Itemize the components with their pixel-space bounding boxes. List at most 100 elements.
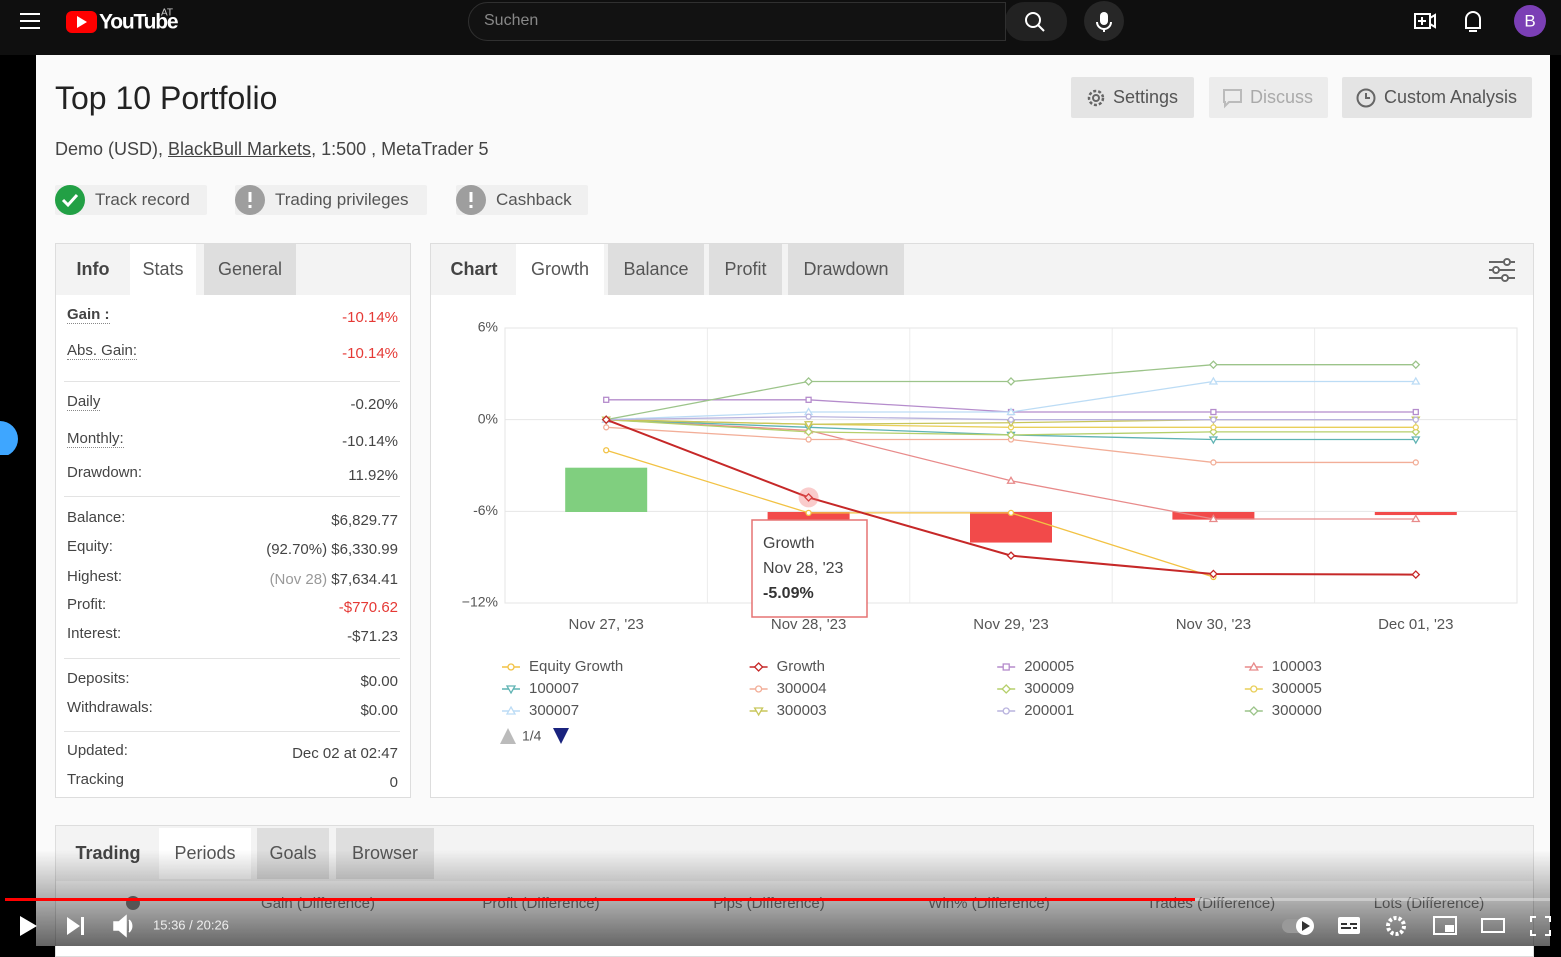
point <box>1006 377 1016 386</box>
legend-marker <box>1002 663 1010 671</box>
tab[interactable]: General <box>204 244 296 295</box>
x-tick-label: Nov 27, '23 <box>568 616 643 633</box>
legend-label: Growth <box>777 658 825 675</box>
hover-highlight <box>798 487 819 508</box>
tab[interactable]: Drawdown <box>788 244 904 295</box>
custom-analysis-button[interactable]: Custom Analysis <box>1342 77 1532 118</box>
player-controls: 15:36 / 20:26 <box>5 896 1551 938</box>
separator <box>64 731 400 732</box>
stats-panel: Info Stats General Gain : -10.14% Abs. Gai… <box>55 243 411 798</box>
legend-marker <box>1248 706 1259 716</box>
stat-label: Profit: <box>67 596 107 613</box>
play-button[interactable] <box>20 916 37 936</box>
button-label: Custom Analysis <box>1384 87 1518 107</box>
legend-label: 300005 <box>1272 680 1322 697</box>
legend-marker <box>1001 684 1012 694</box>
legend-marker <box>505 685 517 695</box>
theater-button[interactable] <box>1481 918 1505 933</box>
legend-next[interactable] <box>553 728 569 744</box>
badge-label: Cashback <box>496 190 572 209</box>
point <box>1210 416 1217 423</box>
filter-icon[interactable] <box>1487 256 1517 286</box>
point <box>804 377 814 386</box>
badge: Trading privileges <box>235 185 427 215</box>
legend-label: 100007 <box>529 680 579 697</box>
point <box>1412 416 1419 423</box>
settings-gear[interactable] <box>1386 916 1406 936</box>
settings-button[interactable]: Settings <box>1071 77 1194 118</box>
legend-marker <box>753 662 764 672</box>
legend-marker <box>1248 661 1259 671</box>
stat-value: -0.20% <box>350 396 398 413</box>
broker-link[interactable]: BlackBull Markets <box>168 139 312 159</box>
stat-note: (Nov 28) <box>269 571 328 588</box>
point <box>1007 509 1015 517</box>
stat-value-text: $7,634.41 <box>331 571 398 588</box>
point <box>1411 376 1421 385</box>
stat-label: Drawdown: <box>67 464 143 481</box>
legend-marker <box>754 685 763 693</box>
tooltip-box <box>751 519 868 618</box>
account-prefix: Demo (USD), <box>55 139 169 159</box>
discuss-button[interactable]: Discuss <box>1209 77 1328 118</box>
stat-label: Updated: <box>67 742 128 759</box>
tab[interactable]: Balance <box>608 244 704 295</box>
legend-label: 300007 <box>529 702 579 719</box>
stat-label: Deposits: <box>67 670 130 687</box>
tab[interactable]: Info <box>76 259 110 279</box>
button-label: Discuss <box>1250 87 1314 107</box>
point <box>1412 459 1419 466</box>
menu-icon[interactable] <box>20 13 40 29</box>
point <box>1006 407 1016 416</box>
subtitles-button[interactable] <box>1338 917 1360 934</box>
point <box>1006 551 1016 561</box>
point <box>1411 360 1421 370</box>
point <box>603 424 610 431</box>
point <box>1412 408 1419 416</box>
y-tick-label: 6% <box>478 319 498 335</box>
search-box[interactable] <box>468 2 1006 41</box>
stat-value: $0.00 <box>360 673 398 690</box>
stat-value: $0.00 <box>360 702 398 719</box>
point <box>803 421 814 430</box>
point <box>603 447 610 454</box>
tab[interactable]: Profit <box>709 244 782 295</box>
bell-icon[interactable] <box>1465 11 1481 32</box>
point <box>1208 427 1218 437</box>
time: 15:36 / 20:26 <box>153 917 229 932</box>
create-icon[interactable] <box>1414 13 1436 29</box>
next-button[interactable] <box>67 917 84 935</box>
fullscreen-button[interactable] <box>1530 916 1551 936</box>
bar <box>970 512 1052 543</box>
y-tick-label: 0% <box>478 410 498 426</box>
point <box>1208 436 1219 445</box>
stat-label: Daily <box>67 393 101 411</box>
point <box>805 509 812 517</box>
legend-marker <box>1250 685 1258 693</box>
blue-dot <box>0 421 18 455</box>
tab[interactable]: Growth <box>516 244 604 295</box>
legend-label: Equity Growth <box>529 658 623 675</box>
tab[interactable]: Stats <box>130 244 196 295</box>
point <box>603 396 610 403</box>
avatar[interactable] <box>1514 5 1546 37</box>
tab[interactable]: Chart <box>450 259 498 279</box>
stat-label: Monthly: <box>67 430 124 448</box>
badge: Track record <box>55 185 207 215</box>
miniplayer-button[interactable] <box>1433 916 1457 935</box>
stat-label: Gain : <box>67 306 110 324</box>
legend-prev[interactable] <box>500 728 516 744</box>
point <box>1411 427 1421 437</box>
x-tick-label: Nov 29, '23 <box>973 616 1048 633</box>
tooltip-date: Nov 28, '23 <box>763 560 844 577</box>
stat-label: Withdrawals: <box>67 699 153 716</box>
volume-button[interactable] <box>113 914 133 938</box>
search-button[interactable] <box>1005 2 1067 41</box>
legend-label: 300003 <box>777 702 827 719</box>
legend-marker <box>753 707 764 717</box>
portfolio-title: Top 10 Portfolio <box>55 80 278 116</box>
point <box>805 413 812 420</box>
series-line <box>606 449 1214 578</box>
avatar-letter: B <box>1524 11 1535 30</box>
button-label: Settings <box>1113 87 1179 107</box>
